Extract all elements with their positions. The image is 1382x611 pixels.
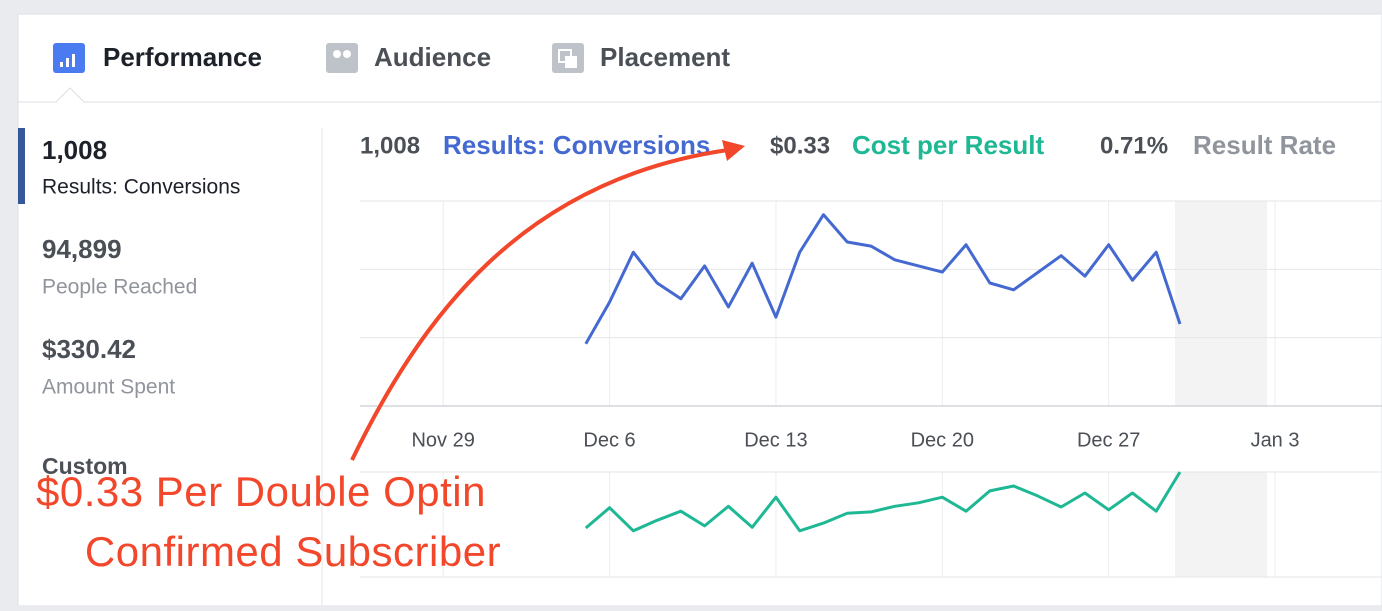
custom-label[interactable]: Custom — [42, 453, 128, 479]
summary-label: Results: Conversions — [443, 130, 710, 160]
tab-performance[interactable]: Performance — [53, 42, 262, 73]
x-tick-label: Dec 13 — [744, 429, 807, 451]
tab-icon — [326, 43, 358, 73]
summary-value: 1,008 — [360, 132, 420, 159]
highlight-band — [1175, 201, 1267, 406]
metric[interactable]: $330.42 Amount Spent — [42, 334, 175, 399]
arrow-head — [722, 140, 745, 161]
x-tick-label: Dec 6 — [583, 429, 635, 451]
panel — [17, 13, 1382, 607]
icon-bar — [66, 58, 69, 67]
tab-label: Placement — [600, 42, 730, 72]
summary-label: Result Rate — [1193, 130, 1336, 160]
tab-label: Performance — [103, 42, 262, 72]
annotation-arrow — [350, 148, 729, 461]
metric-value: 1,008 — [42, 135, 107, 165]
x-tick-label: Jan 3 — [1251, 429, 1300, 451]
series-line — [584, 213, 1182, 345]
metric[interactable]: 1,008 Results: Conversions — [42, 135, 240, 199]
icon-bar — [72, 54, 75, 67]
metric-label: People Reached — [42, 276, 197, 299]
icon-bar — [60, 62, 63, 67]
metric-value: 94,899 — [42, 234, 122, 264]
x-tick-label: Nov 29 — [411, 429, 474, 451]
summary-label: Cost per Result — [852, 130, 1044, 160]
metric-label: Results: Conversions — [42, 176, 240, 199]
tab-label: Audience — [374, 42, 491, 72]
x-tick-label: Dec 27 — [1077, 429, 1140, 451]
icon-square — [565, 56, 577, 68]
tab-caret — [55, 87, 85, 103]
summary-value: 0.71% — [1100, 132, 1168, 159]
metric[interactable]: 94,899 People Reached — [42, 234, 197, 299]
plot: Nov 29 Dec 6 Dec 13 Dec 20 Dec 27 Jan 3 — [360, 200, 1382, 578]
icon-head — [333, 50, 341, 58]
summary-value: $0.33 — [770, 132, 830, 159]
x-tick-label: Dec 20 — [911, 429, 974, 451]
metric-value: $330.42 — [42, 334, 136, 364]
series-line — [584, 471, 1182, 533]
metric-label: Amount Spent — [42, 376, 175, 399]
selected-indicator — [18, 128, 25, 204]
highlight-band — [1175, 472, 1267, 577]
tab-audience[interactable]: Audience — [326, 42, 491, 73]
annotation: Confirmed Subscriber — [85, 528, 501, 575]
icon-head — [343, 50, 351, 58]
annotation: $0.33 Per Double Optin — [36, 468, 486, 515]
tab-placement[interactable]: Placement — [552, 42, 730, 73]
